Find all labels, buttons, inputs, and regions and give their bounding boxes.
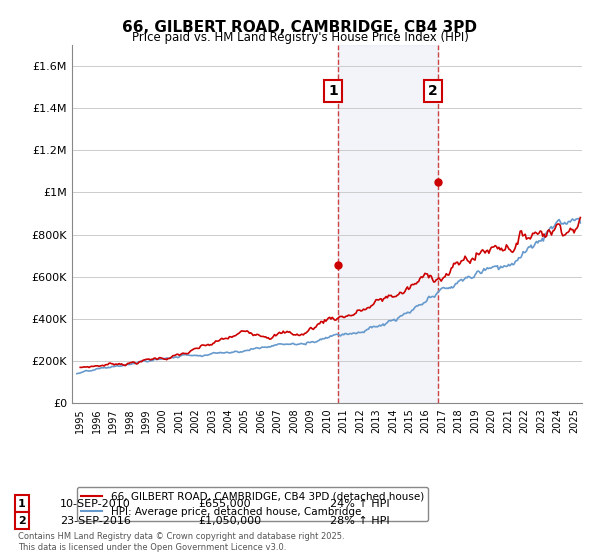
Text: 2: 2	[428, 84, 437, 98]
Text: Price paid vs. HM Land Registry's House Price Index (HPI): Price paid vs. HM Land Registry's House …	[131, 31, 469, 44]
Text: Contains HM Land Registry data © Crown copyright and database right 2025.
This d: Contains HM Land Registry data © Crown c…	[18, 532, 344, 552]
Text: 24% ↑ HPI: 24% ↑ HPI	[330, 499, 389, 509]
Text: £1,050,000: £1,050,000	[198, 516, 261, 526]
Text: £655,000: £655,000	[198, 499, 251, 509]
Text: 23-SEP-2016: 23-SEP-2016	[60, 516, 131, 526]
Text: 2: 2	[18, 516, 26, 526]
Legend: 66, GILBERT ROAD, CAMBRIDGE, CB4 3PD (detached house), HPI: Average price, detac: 66, GILBERT ROAD, CAMBRIDGE, CB4 3PD (de…	[77, 487, 428, 521]
Text: 10-SEP-2010: 10-SEP-2010	[60, 499, 131, 509]
Text: 1: 1	[18, 499, 26, 509]
Bar	[338, 45, 438, 403]
Text: 1: 1	[329, 84, 338, 98]
Text: 66, GILBERT ROAD, CAMBRIDGE, CB4 3PD: 66, GILBERT ROAD, CAMBRIDGE, CB4 3PD	[122, 20, 478, 35]
Text: 28% ↑ HPI: 28% ↑ HPI	[330, 516, 389, 526]
